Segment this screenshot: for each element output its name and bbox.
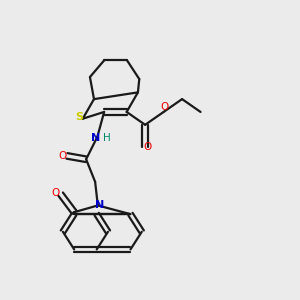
Text: N: N	[91, 133, 101, 143]
Text: O: O	[52, 188, 60, 198]
Text: S: S	[76, 112, 84, 122]
Text: O: O	[58, 151, 66, 161]
Text: N: N	[95, 200, 104, 209]
Text: O: O	[160, 102, 168, 112]
Text: O: O	[143, 142, 152, 152]
Text: H: H	[103, 133, 111, 143]
